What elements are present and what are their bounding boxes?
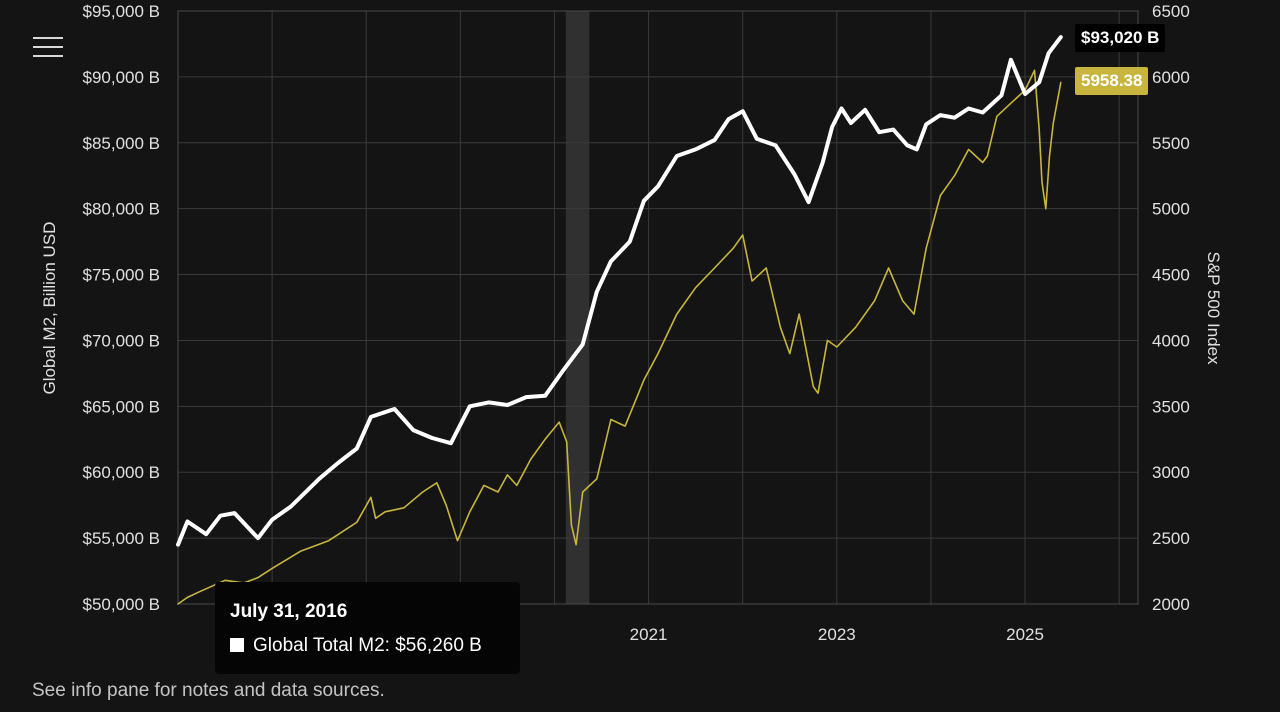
y-tick-label: $50,000 B — [82, 595, 160, 614]
y2-tick-label: 5500 — [1152, 134, 1190, 153]
spx-last-value-badge: 5958.38 — [1075, 67, 1149, 95]
hover-tooltip: July 31, 2016 Global Total M2: $56,260 B — [215, 582, 520, 674]
series-lines — [176, 35, 1063, 605]
y-tick-label: $55,000 B — [82, 529, 160, 548]
footer-note: See info pane for notes and data sources… — [32, 680, 385, 701]
x-tick-label: 2023 — [818, 625, 856, 644]
series-line-global-m2 — [176, 35, 1063, 547]
y-tick-label: $85,000 B — [82, 134, 160, 153]
y2-tick-label: 6000 — [1152, 68, 1190, 87]
y2-tick-label: 3000 — [1152, 463, 1190, 482]
axes — [177, 10, 1139, 605]
y2-tick-label: 3500 — [1152, 397, 1190, 416]
y2-axis-title: S&P 500 Index — [1204, 251, 1223, 365]
y2-tick-label: 4000 — [1152, 331, 1190, 350]
y-tick-label: $70,000 B — [82, 331, 160, 350]
tooltip-swatch — [230, 638, 244, 652]
highlight-band-rect — [565, 11, 590, 604]
hamburger-icon-bar-2 — [33, 46, 63, 48]
plot-frame — [177, 10, 1139, 605]
y-tick-label: $60,000 B — [82, 463, 160, 482]
tooltip-series-row: Global Total M2: $56,260 B — [230, 635, 482, 657]
hamburger-icon-bar-3 — [33, 55, 63, 57]
y-tick-label: $80,000 B — [82, 200, 160, 219]
tooltip-series-label: Global Total M2: $56,260 B — [253, 635, 482, 656]
y-tick-label: $75,000 B — [82, 266, 160, 285]
y-axis-title: Global M2, Billion USD — [40, 222, 59, 395]
highlight-band — [565, 11, 590, 604]
y-tick-label: $90,000 B — [82, 68, 160, 87]
m2-last-value-badge: $93,020 B — [1075, 24, 1166, 52]
y-tick-label: $95,000 B — [82, 2, 160, 21]
x-tick-label: 2021 — [630, 625, 668, 644]
y2-tick-label: 4500 — [1152, 266, 1190, 285]
y-tick-label: $65,000 B — [82, 397, 160, 416]
tick-labels: $50,000 B $55,000 B $60,000 B $65,000 B $70,… — [40, 2, 1223, 644]
x-tick-label: 2025 — [1006, 625, 1044, 644]
tooltip-date: July 31, 2016 — [230, 601, 348, 622]
grid-lines — [178, 10, 1138, 605]
y2-tick-label: 2000 — [1152, 595, 1190, 614]
y2-tick-label: 6500 — [1152, 2, 1190, 21]
y2-tick-label: 2500 — [1152, 529, 1190, 548]
hamburger-icon-bar-1 — [33, 37, 63, 39]
series-line-sp500 — [177, 69, 1062, 605]
menu-button[interactable] — [30, 34, 66, 60]
y2-tick-label: 5000 — [1152, 200, 1190, 219]
